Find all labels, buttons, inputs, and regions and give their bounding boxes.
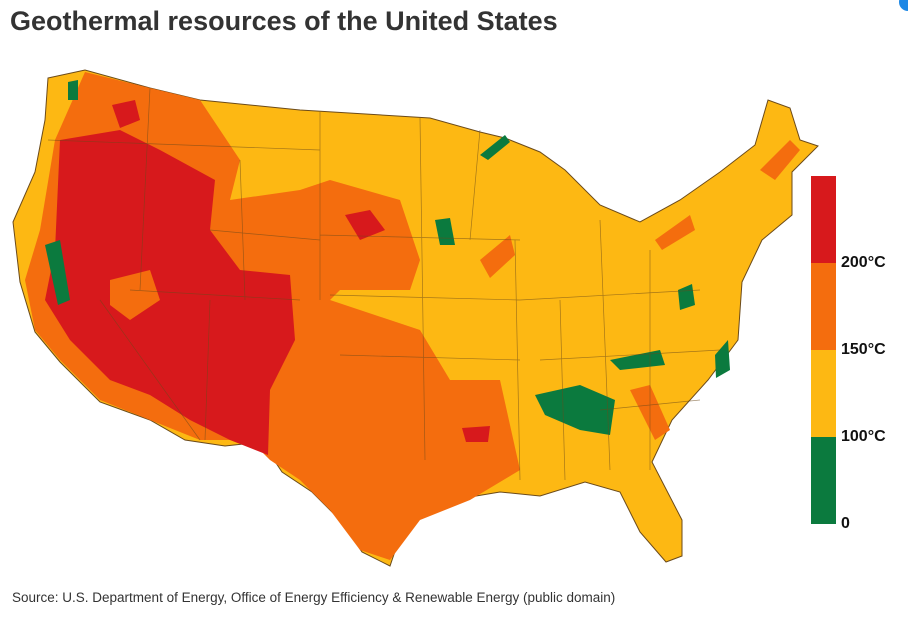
state-border <box>47 87 721 481</box>
legend-swatch <box>811 263 836 350</box>
source: Source: U.S. Department of Energy, Offic… <box>12 590 615 605</box>
legend: 200°C 150°C 100°C 0 <box>811 176 886 532</box>
green-zone-south <box>535 385 615 435</box>
us-map <box>12 69 819 567</box>
green-zone-washington <box>68 80 78 100</box>
legend-label: 150°C <box>841 341 886 358</box>
legend-swatch <box>811 437 836 524</box>
legend-label: 100°C <box>841 428 886 445</box>
orange-zone-pa <box>655 215 695 250</box>
legend-swatch <box>811 176 836 263</box>
red-spot-oregon <box>112 100 140 128</box>
green-zone-tennessee <box>610 350 665 370</box>
orange-zone-ny <box>760 140 800 180</box>
legend-swatch <box>811 350 836 437</box>
title: Geothermal resources of the United State… <box>10 6 558 36</box>
red-spot-arkansas <box>462 426 490 442</box>
red-spot-nebraska <box>345 210 385 240</box>
corner-icon <box>899 0 908 11</box>
legend-label: 200°C <box>841 254 886 271</box>
legend-label: 0 <box>841 515 850 532</box>
orange-spot <box>110 270 160 320</box>
green-zone-california <box>45 240 70 305</box>
state-borders <box>47 87 721 481</box>
green-zone-nc <box>715 340 730 378</box>
orange-zone-east <box>480 235 515 278</box>
green-zone-minnesota <box>480 135 510 160</box>
